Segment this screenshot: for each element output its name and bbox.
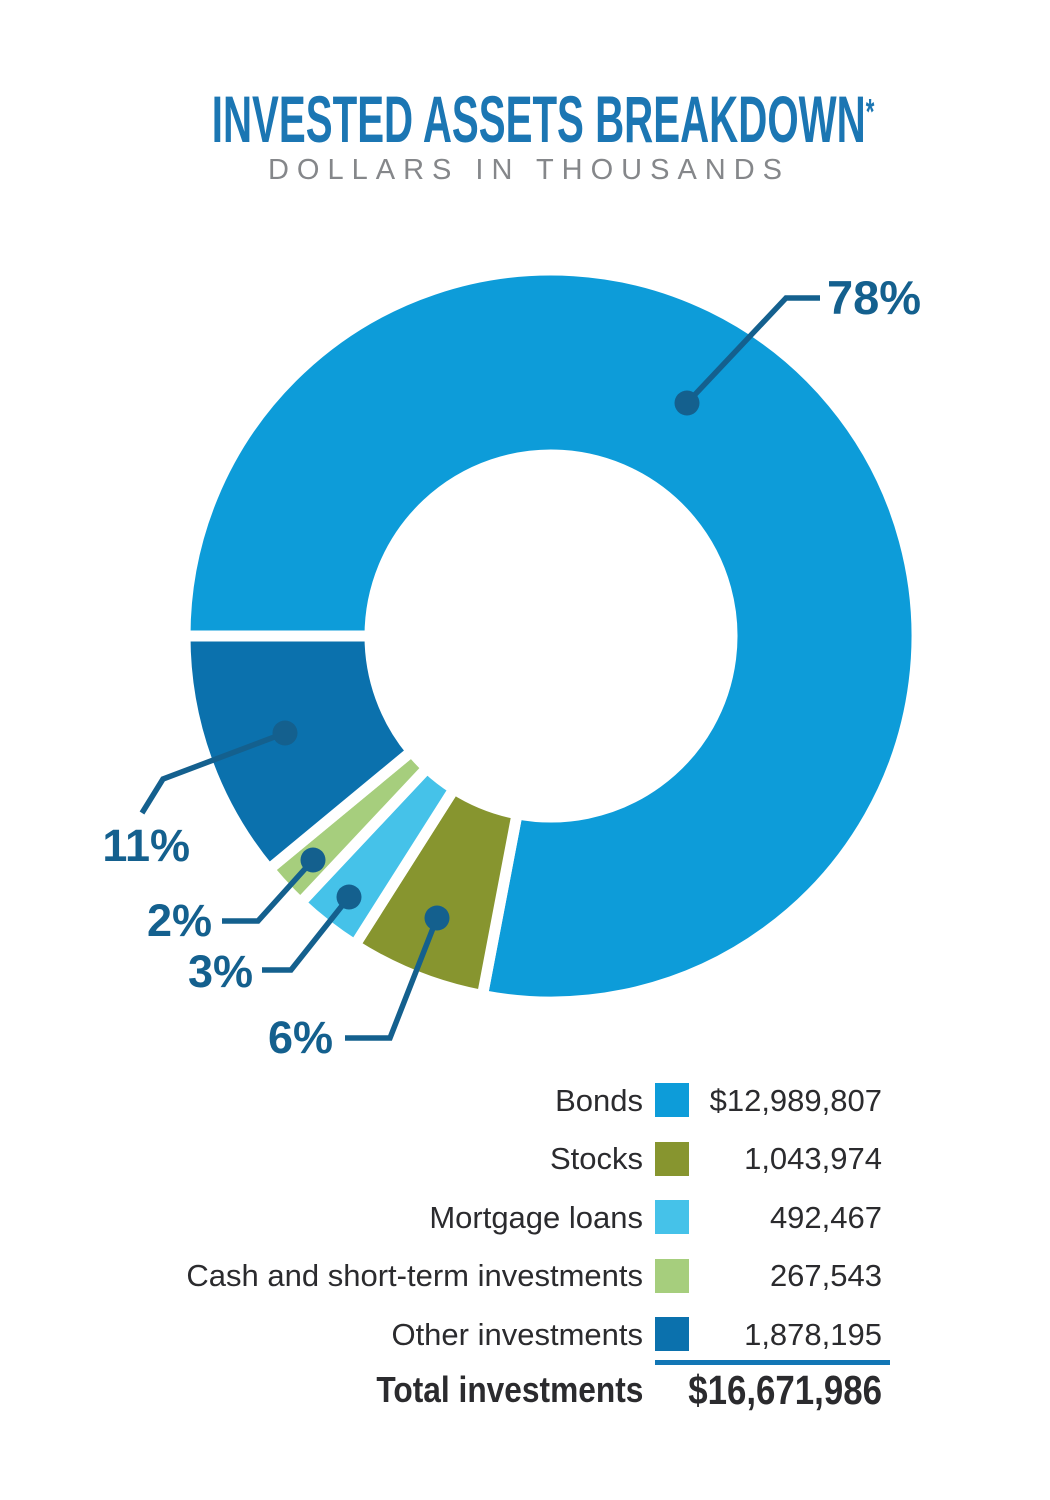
legend-label: Mortgage loans: [429, 1199, 643, 1235]
leader-dot-other-investments: [272, 720, 298, 746]
legend-swatch-cash: [655, 1258, 689, 1293]
leader-dot-mortgage-loans: [336, 884, 362, 910]
legend-value: $12,989,807: [709, 1082, 882, 1118]
total-row: Total investments $16,671,986: [0, 1368, 1050, 1412]
total-label: Total investments: [376, 1369, 643, 1410]
legend-row-mortgage-loans: Mortgage loans 492,467: [0, 1188, 1050, 1247]
legend-swatch-stocks: [655, 1141, 689, 1176]
leader-line-bonds: [684, 295, 820, 405]
total-value-wrap: $16,671,986: [643, 1366, 882, 1413]
page-title-text: INVESTED ASSETS BREAKDOWN: [211, 82, 866, 156]
legend-value: 267,543: [769, 1258, 882, 1294]
legend-swatch-bonds: [655, 1083, 689, 1118]
legend-label: Stocks: [549, 1141, 643, 1177]
page-subtitle: DOLLARS IN THOUSANDS: [267, 154, 791, 186]
legend-row-other-investments: Other investments 1,878,195: [0, 1305, 1050, 1364]
pct-label-other-investments: 11%: [102, 820, 190, 871]
legend-swatch-mortgage-loans: [655, 1200, 689, 1235]
legend-label: Other investments: [391, 1316, 643, 1352]
leader-dot-bonds: [674, 390, 700, 416]
legend-swatch-other-investments: [655, 1317, 689, 1352]
leader-line-other-investments: [139, 730, 286, 815]
pct-label-stocks: 6%: [267, 1012, 333, 1063]
legend-value: 1,878,195: [744, 1316, 882, 1352]
legend-value: 1,043,974: [744, 1141, 882, 1177]
leader-line-stocks: [345, 916, 440, 1041]
total-value: $16,671,986: [688, 1366, 882, 1413]
slice-other-investments: [179, 630, 420, 878]
leader-line-mortgage-loans: [262, 895, 352, 973]
header: INVESTED ASSETS BREAKDOWN*: [0, 86, 1050, 152]
legend-row-stocks: Stocks 1,043,974: [0, 1130, 1050, 1189]
pct-label-bonds: 78%: [827, 271, 922, 324]
leader-line-cash-and-short-term-investments: [222, 858, 316, 924]
legend-label: Bonds: [555, 1082, 643, 1118]
legend-row-cash: Cash and short-term investments 267,543: [0, 1247, 1050, 1306]
legend-row-bonds: Bonds $12,989,807: [0, 1071, 1050, 1130]
legend: Bonds $12,989,807 Stocks 1,043,974 Mortg…: [0, 1071, 1050, 1364]
total-label-wrap: Total investments: [0, 1372, 643, 1408]
leader-dot-cash-and-short-term-investments: [300, 847, 326, 873]
pct-label-mortgage-loans: 3%: [187, 946, 253, 997]
title-asterisk: *: [865, 90, 875, 132]
leader-dot-stocks: [424, 905, 450, 931]
page-title: INVESTED ASSETS BREAKDOWN*: [0, 86, 1050, 152]
legend-value: 492,467: [769, 1199, 882, 1235]
legend-label: Cash and short-term investments: [186, 1258, 643, 1294]
subtitle-wrap: DOLLARS IN THOUSANDS: [0, 156, 1050, 185]
total-divider: [655, 1360, 890, 1365]
slice-bonds: [179, 264, 923, 1008]
pct-label-cash: 2%: [146, 895, 212, 946]
